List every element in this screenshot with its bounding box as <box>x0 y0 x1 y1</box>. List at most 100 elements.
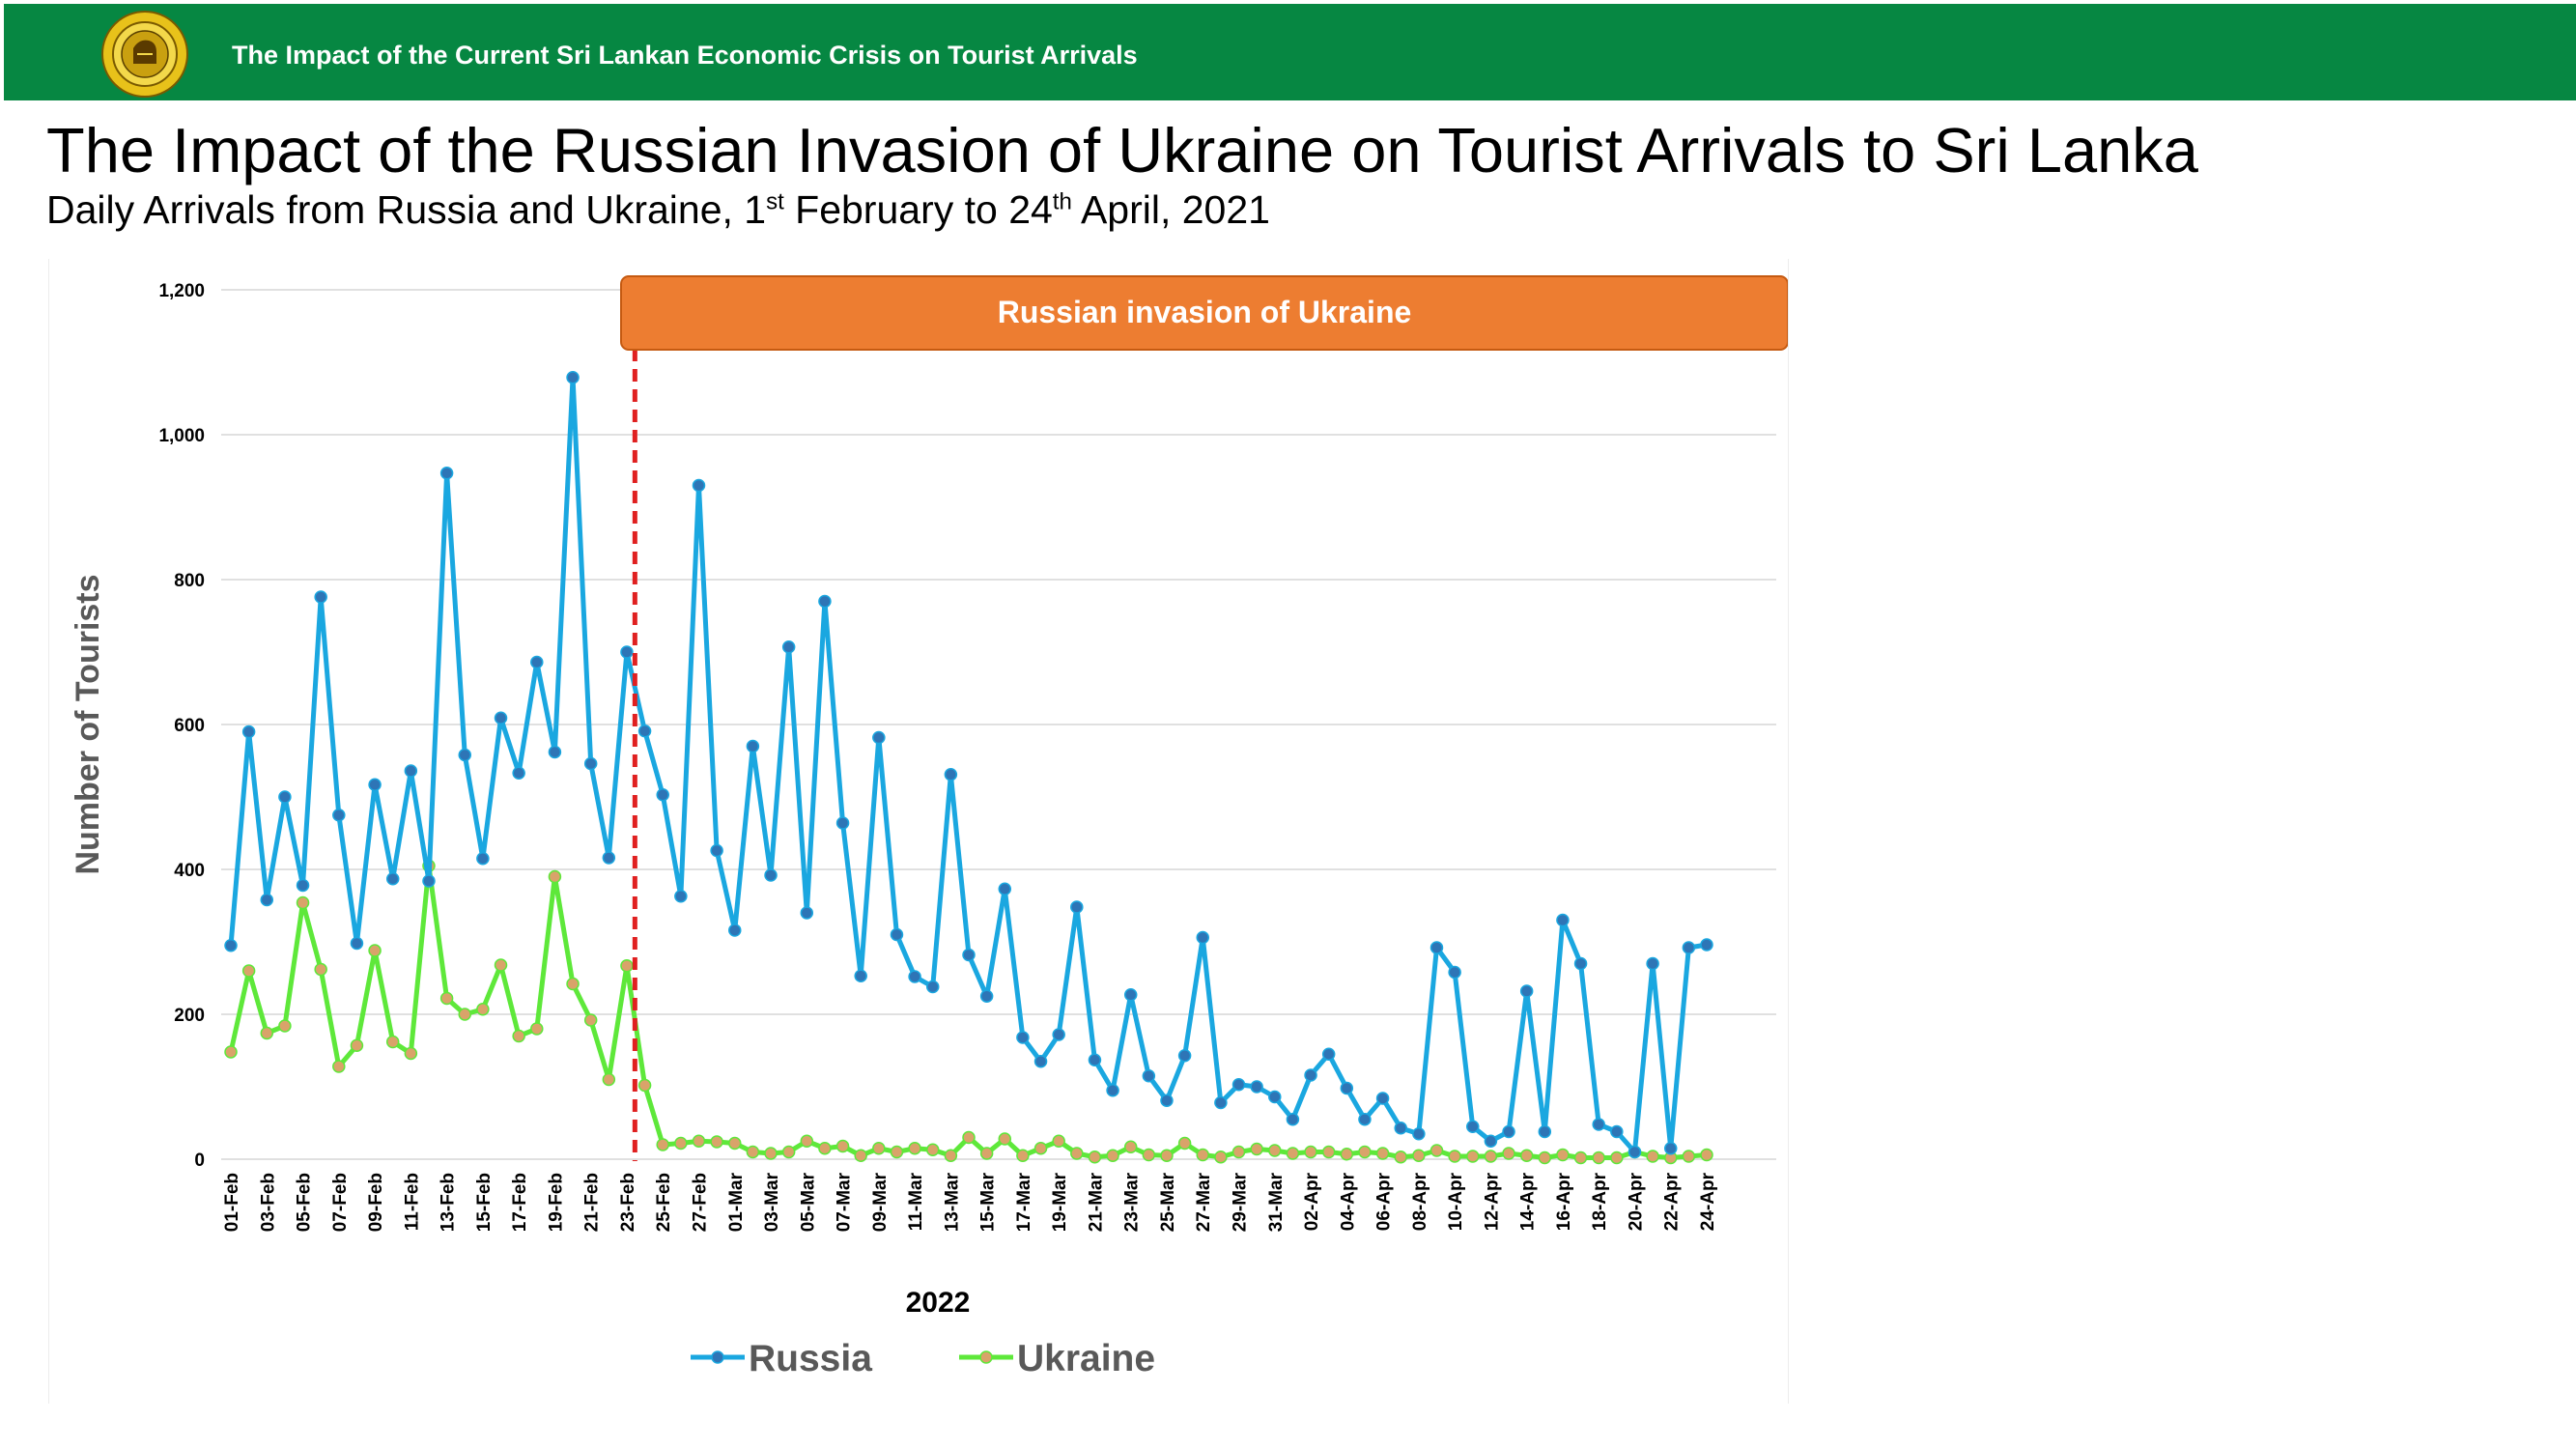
data-point-ukraine <box>476 1003 490 1016</box>
data-point-ukraine <box>1573 1151 1588 1165</box>
y-tick-label: 0 <box>194 1151 205 1171</box>
data-point-russia <box>224 939 238 952</box>
data-point-russia <box>494 711 508 724</box>
data-point-russia <box>1646 956 1659 971</box>
x-tick-label: 07-Feb <box>330 1173 351 1232</box>
data-point-russia <box>1519 984 1534 998</box>
data-point-ukraine <box>944 1149 958 1162</box>
x-tick-label: 20-Apr <box>1626 1172 1646 1231</box>
data-point-russia <box>1033 1055 1048 1068</box>
x-tick-label: 18-Apr <box>1590 1172 1610 1231</box>
legend-label-ukraine: Ukraine <box>1017 1338 1155 1379</box>
data-point-russia <box>710 843 723 858</box>
data-point-ukraine <box>1466 1150 1480 1163</box>
data-point-ukraine <box>656 1138 669 1151</box>
data-point-ukraine <box>1610 1151 1624 1165</box>
data-point-russia <box>854 969 867 982</box>
annotation-box <box>620 275 1788 351</box>
data-point-russia <box>620 645 634 659</box>
x-tick-label: 02-Apr <box>1302 1172 1322 1231</box>
data-point-russia <box>1556 913 1570 927</box>
data-point-ukraine <box>1016 1149 1030 1162</box>
subtitle-text-middle: February to 24 <box>783 187 1053 232</box>
page-subtitle: Daily Arrivals from Russia and Ukraine, … <box>46 187 1270 233</box>
x-tick-label: 01-Feb <box>222 1173 242 1232</box>
y-axis-label: Number of Tourists <box>70 574 106 874</box>
data-point-russia <box>422 874 436 888</box>
data-point-ukraine <box>800 1134 814 1148</box>
line-chart: 0 200 400 600 800 1,000 1,200 01-Feb 03-Feb 05-Fe… <box>70 275 1788 1379</box>
data-point-ukraine <box>764 1147 778 1160</box>
data-point-russia <box>1286 1113 1300 1126</box>
data-point-russia <box>890 927 904 942</box>
data-point-russia <box>944 768 958 781</box>
data-point-ukraine <box>458 1008 471 1021</box>
data-point-ukraine <box>583 1013 598 1027</box>
data-point-ukraine <box>1052 1134 1065 1148</box>
data-point-russia <box>872 730 886 745</box>
x-tick-label: 21-Feb <box>582 1173 603 1232</box>
data-point-ukraine <box>1448 1150 1461 1163</box>
data-point-russia <box>439 467 454 480</box>
data-point-ukraine <box>1538 1151 1552 1165</box>
data-point-russia <box>1502 1124 1515 1139</box>
header-bar: The Impact of the Current Sri Lankan Eco… <box>4 4 2576 100</box>
data-point-russia <box>1700 938 1713 952</box>
data-point-ukraine <box>494 958 508 972</box>
data-point-russia <box>1538 1124 1552 1139</box>
data-point-russia <box>1070 900 1084 914</box>
data-point-ukraine <box>710 1135 723 1149</box>
data-point-ukraine <box>1286 1147 1300 1160</box>
data-point-russia <box>908 970 921 983</box>
data-point-ukraine <box>781 1145 796 1159</box>
data-point-russia <box>1375 1092 1390 1105</box>
data-point-ukraine <box>674 1136 688 1151</box>
x-tick-label: 04-Apr <box>1338 1172 1358 1231</box>
data-point-russia <box>1394 1122 1407 1135</box>
data-point-ukraine <box>1340 1148 1354 1161</box>
data-point-ukraine <box>1358 1145 1372 1159</box>
series-line-russia <box>228 375 1708 1154</box>
data-point-russia <box>1196 930 1209 945</box>
x-tick-label: 22-Apr <box>1662 1172 1683 1231</box>
x-tick-label: 01-Mar <box>726 1172 747 1232</box>
data-point-russia <box>1268 1090 1282 1104</box>
data-point-russia <box>1088 1053 1102 1066</box>
x-tick-label: 03-Mar <box>762 1172 782 1232</box>
data-point-russia <box>1340 1081 1354 1095</box>
x-tick-label: 21-Mar <box>1086 1172 1106 1232</box>
data-point-russia <box>1321 1047 1336 1061</box>
data-point-ukraine <box>872 1142 886 1155</box>
x-tick-label: 19-Feb <box>546 1173 566 1232</box>
data-point-russia <box>1160 1094 1174 1107</box>
data-point-ukraine <box>1231 1145 1246 1159</box>
data-point-russia <box>998 882 1012 895</box>
data-point-russia <box>1231 1078 1246 1092</box>
data-point-ukraine <box>1430 1144 1444 1157</box>
data-point-ukraine <box>260 1026 274 1040</box>
chart-frame: 0 200 400 600 800 1,000 1,200 01-Feb 03-Feb 05-Fe… <box>48 259 1789 1404</box>
x-tick-label: 25-Mar <box>1158 1172 1178 1232</box>
data-point-ukraine <box>566 977 580 991</box>
data-point-ukraine <box>1412 1149 1426 1162</box>
data-point-russia <box>1177 1049 1192 1063</box>
data-point-russia <box>835 816 850 830</box>
x-tick-label: 25-Feb <box>654 1173 674 1232</box>
data-point-ukraine <box>1268 1144 1282 1157</box>
x-axis-label: 2022 <box>906 1287 971 1319</box>
data-point-ukraine <box>278 1019 292 1033</box>
x-tick-label: 13-Feb <box>439 1173 459 1232</box>
data-point-ukraine <box>332 1060 346 1073</box>
data-point-russia <box>1106 1084 1119 1097</box>
data-point-ukraine <box>835 1139 850 1153</box>
data-point-russia <box>530 655 544 669</box>
data-point-russia <box>1142 1069 1156 1083</box>
data-point-russia <box>962 948 976 962</box>
data-point-ukraine <box>979 1147 994 1160</box>
x-tick-label: 27-Mar <box>1194 1172 1214 1232</box>
data-point-russia <box>296 878 310 893</box>
x-tick-label: 14-Apr <box>1518 1172 1539 1231</box>
data-point-ukraine <box>1519 1149 1534 1162</box>
data-point-ukraine <box>908 1142 921 1155</box>
data-point-ukraine <box>1088 1151 1102 1164</box>
